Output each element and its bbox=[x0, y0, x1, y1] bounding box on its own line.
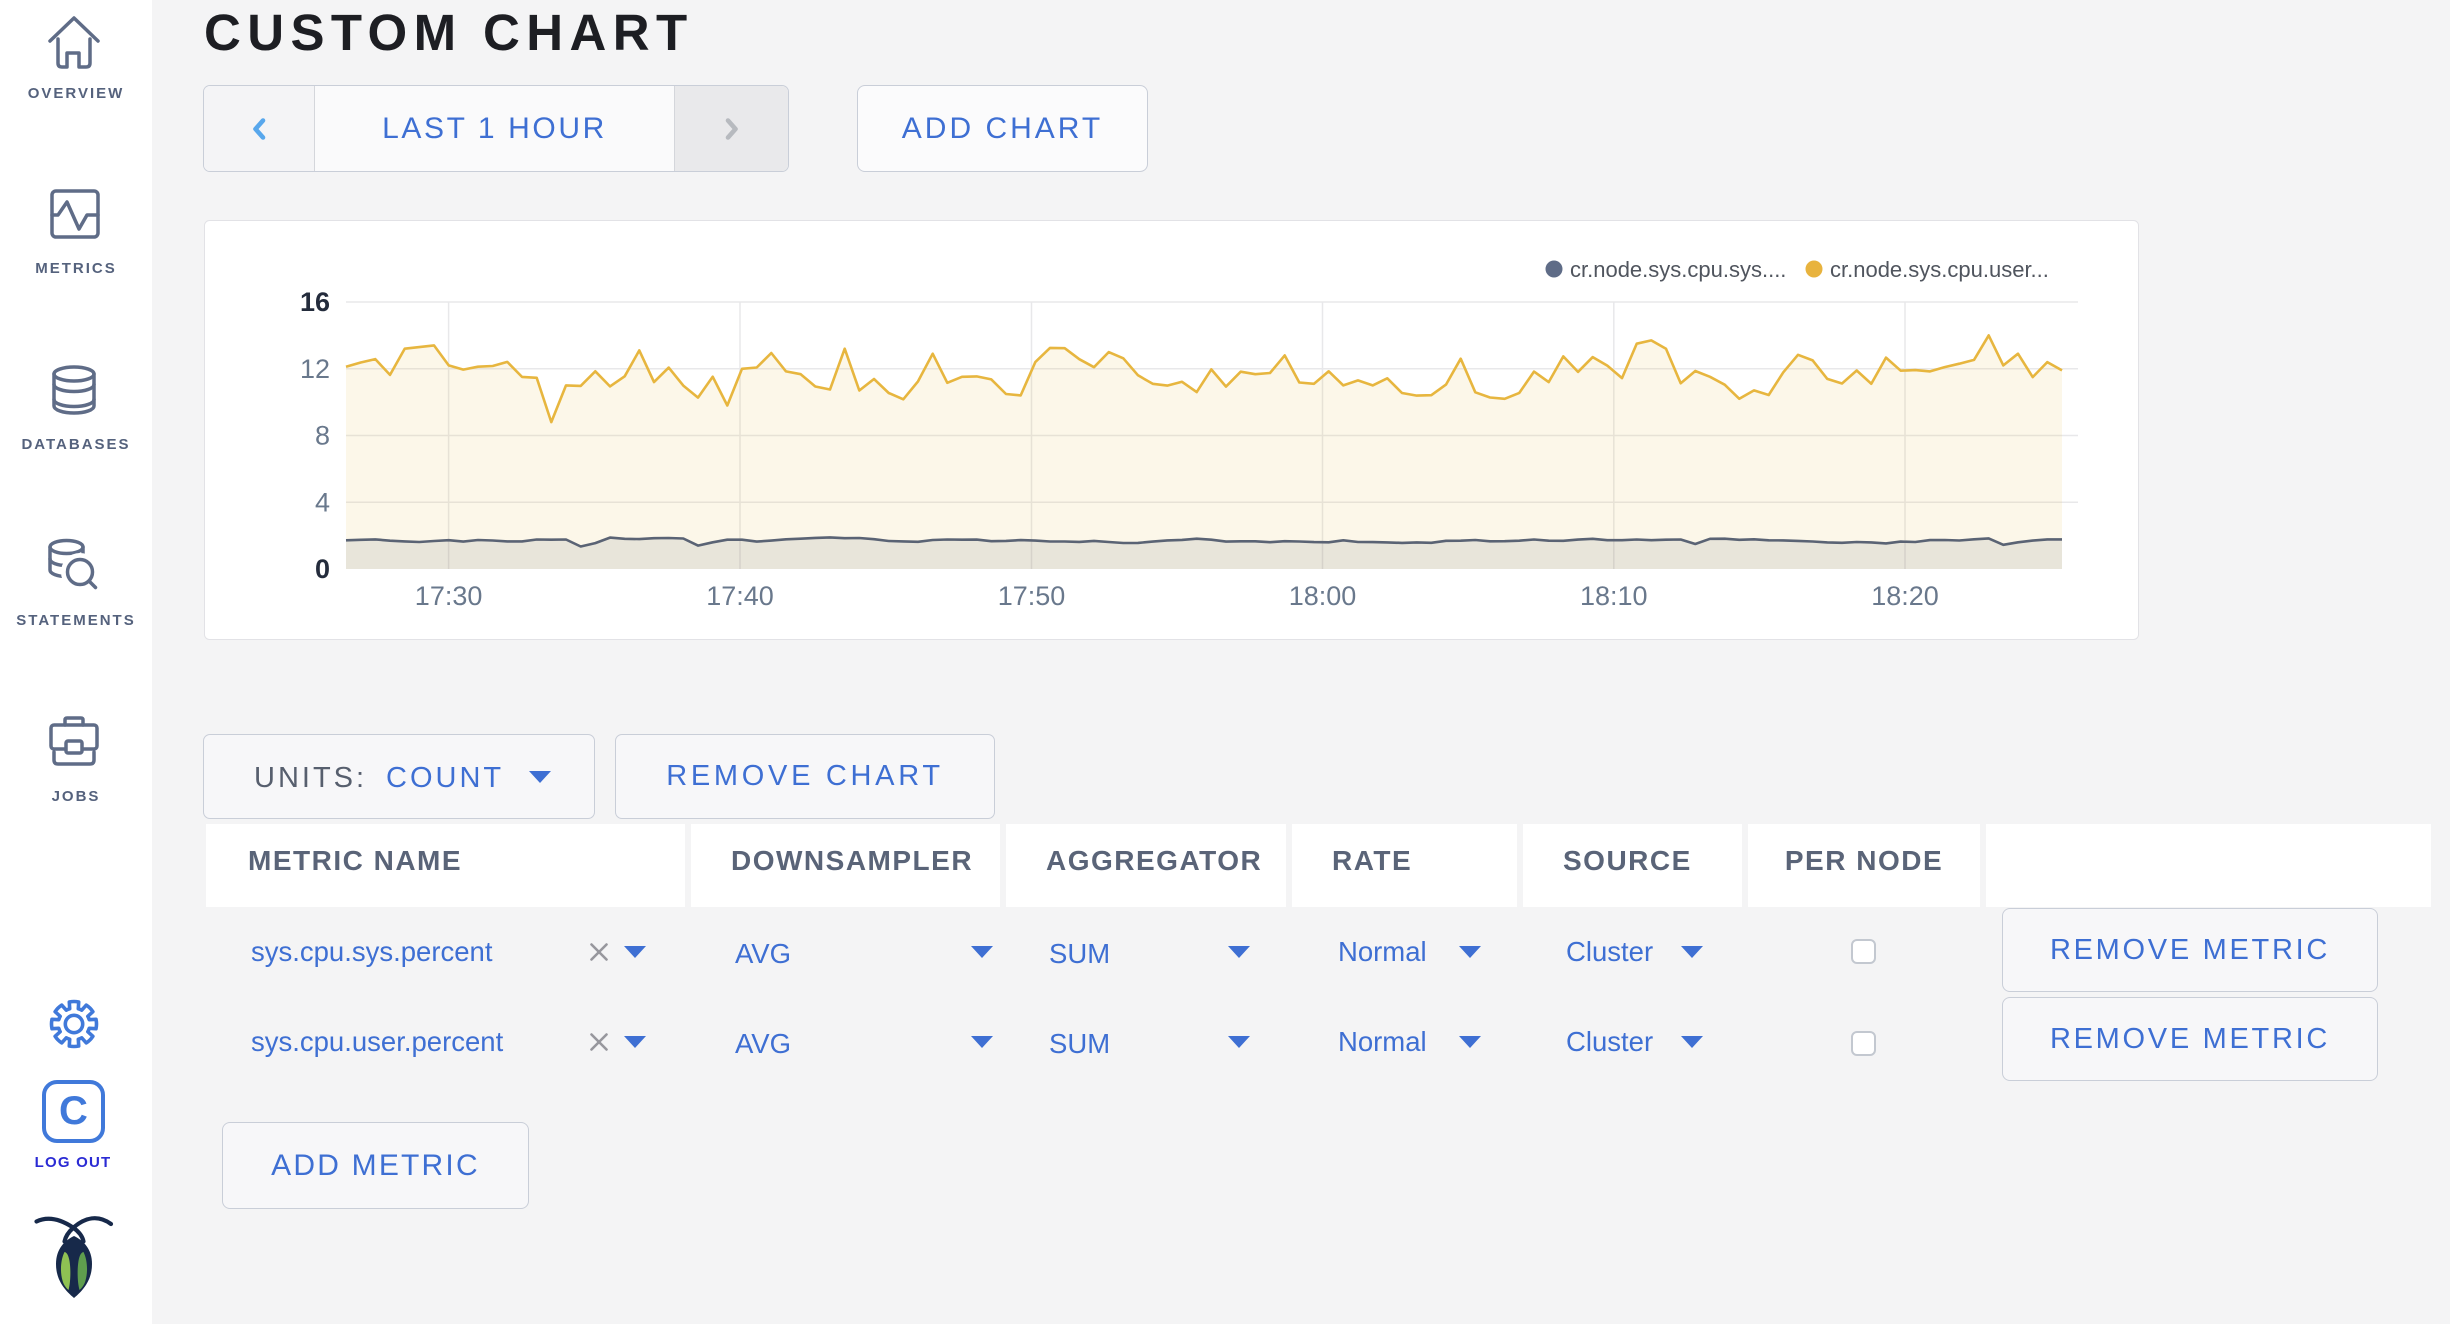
svg-text:8: 8 bbox=[315, 421, 330, 451]
svg-text:cr.node.sys.cpu.sys....: cr.node.sys.cpu.sys.... bbox=[1570, 257, 1786, 282]
svg-text:17:50: 17:50 bbox=[998, 581, 1066, 611]
svg-text:18:20: 18:20 bbox=[1871, 581, 1939, 611]
svg-text:17:40: 17:40 bbox=[706, 581, 774, 611]
svg-text:18:10: 18:10 bbox=[1580, 581, 1648, 611]
svg-text:cr.node.sys.cpu.user...: cr.node.sys.cpu.user... bbox=[1830, 257, 2049, 282]
svg-text:17:30: 17:30 bbox=[415, 581, 483, 611]
svg-text:12: 12 bbox=[300, 354, 330, 384]
svg-text:18:00: 18:00 bbox=[1289, 581, 1357, 611]
svg-text:16: 16 bbox=[300, 287, 330, 317]
svg-text:0: 0 bbox=[315, 554, 330, 584]
svg-text:4: 4 bbox=[315, 487, 330, 517]
